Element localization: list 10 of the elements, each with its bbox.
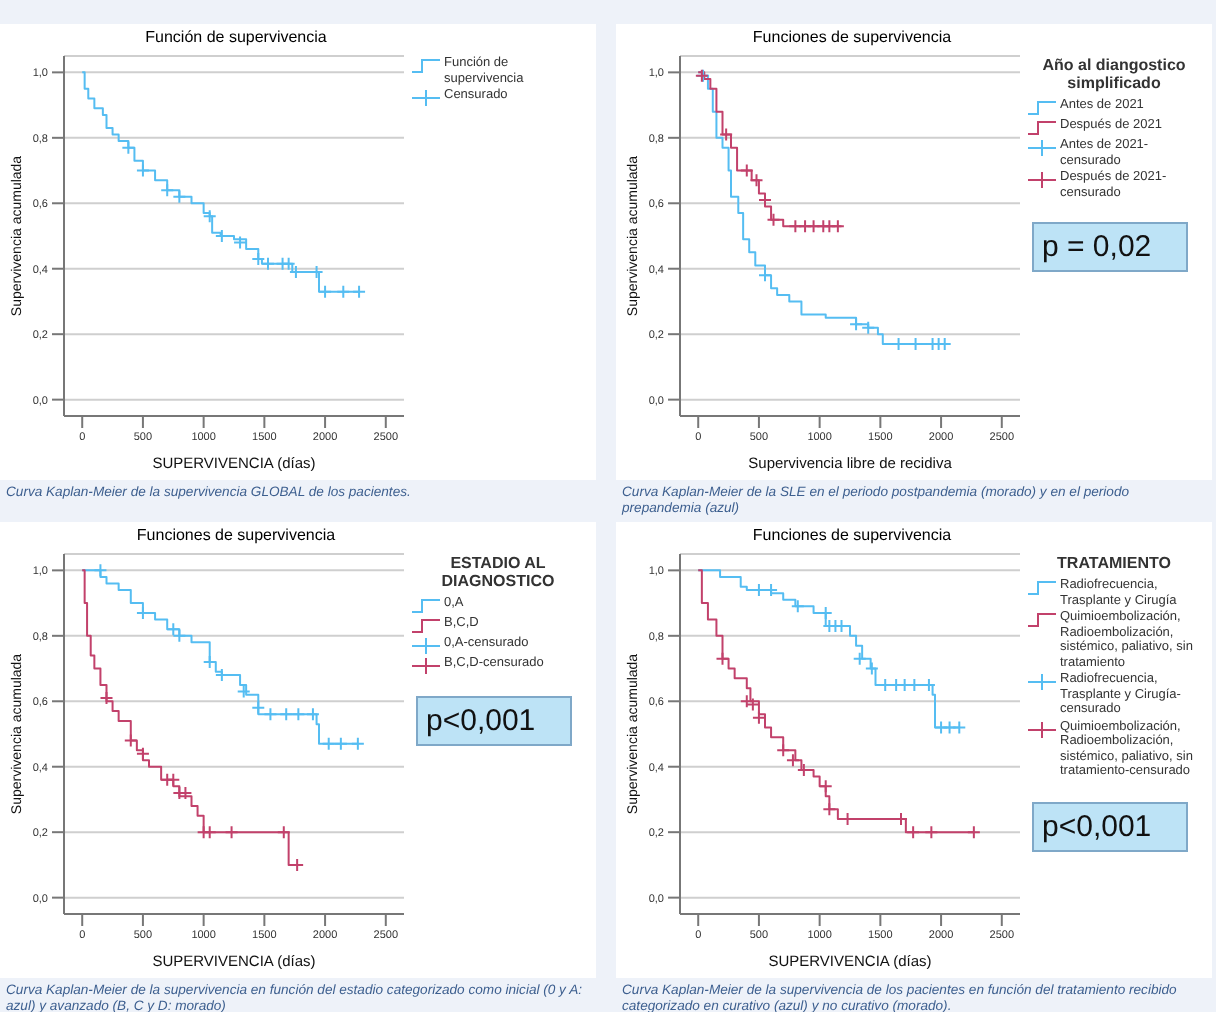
chart-title: Función de supervivencia <box>143 26 329 50</box>
text: p<0,001 <box>1032 801 1188 851</box>
chart-title: Funciones de supervivencia <box>134 524 338 548</box>
legend-title: TRATAMIENTO <box>1055 554 1173 572</box>
text: p = 0,02 <box>1032 222 1188 272</box>
legend-title: ESTADIO AL DIAGNOSTICO <box>439 554 557 590</box>
legend-title: Año al diangostico simplificado <box>1040 56 1188 92</box>
chart-title: Funciones de supervivencia <box>750 524 954 548</box>
text: p<0,001 <box>416 696 572 746</box>
chart-title: Funciones de supervivencia <box>750 26 954 50</box>
